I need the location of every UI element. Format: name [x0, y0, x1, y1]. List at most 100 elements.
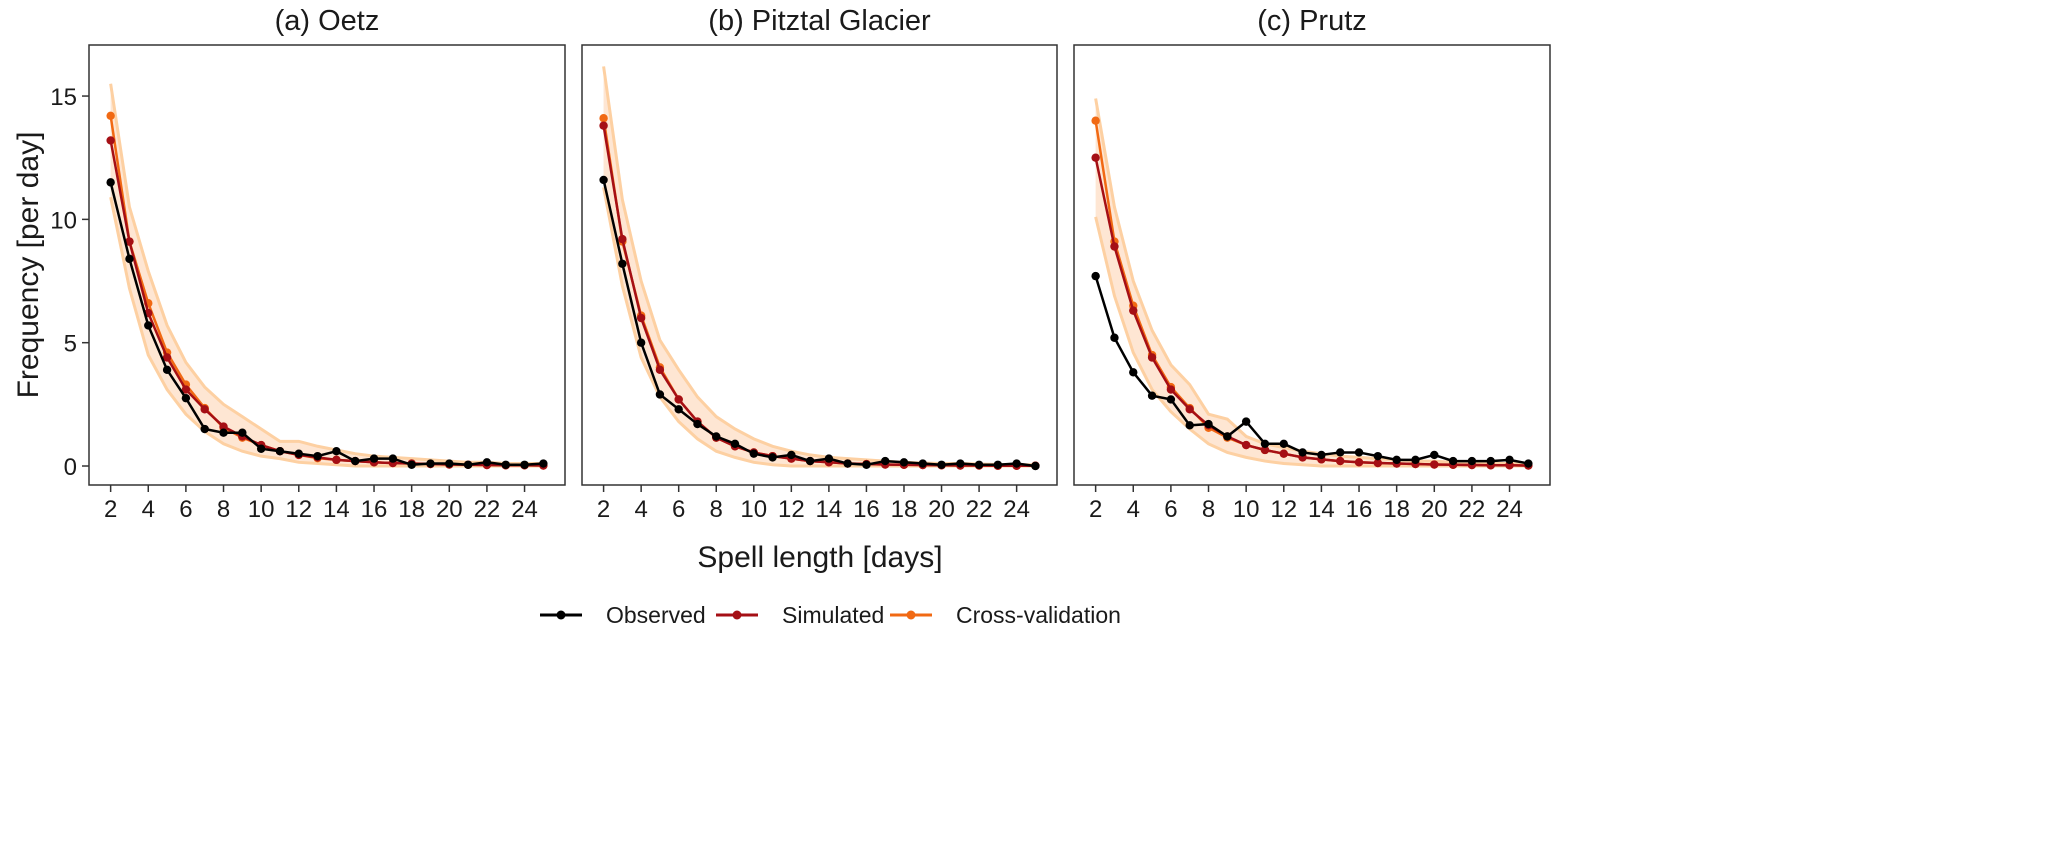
data-point: [200, 424, 209, 434]
legend-marker: [906, 610, 916, 620]
x-tick-label: 8: [710, 496, 723, 523]
series-line: [109, 115, 544, 467]
data-point: [712, 432, 721, 441]
data-point: [974, 460, 984, 469]
data-point: [1260, 439, 1270, 449]
x-tick-label: 10: [740, 496, 767, 523]
legend-marker: [732, 610, 742, 620]
data-point: [144, 321, 153, 330]
x-tick-label: 20: [436, 496, 463, 523]
data-point: [332, 447, 341, 456]
data-point: [1204, 419, 1213, 429]
series-line: [602, 179, 1036, 468]
x-tick-label: 12: [1270, 496, 1297, 523]
band-upper-line: [109, 83, 544, 466]
data-point: [1336, 456, 1345, 466]
series-cross-validation: [599, 114, 1040, 470]
x-tick-label: 16: [361, 496, 388, 523]
data-point: [768, 453, 777, 462]
panel-title: (a) Oetz: [275, 5, 380, 37]
data-point: [674, 395, 683, 404]
data-point: [805, 456, 815, 466]
series-line: [602, 125, 1036, 468]
data-point: [219, 422, 228, 431]
data-point: [1110, 242, 1119, 251]
data-point: [636, 338, 646, 347]
data-point: [787, 450, 796, 460]
data-point: [1411, 455, 1420, 465]
data-point: [275, 447, 285, 456]
data-point: [599, 175, 608, 185]
data-point: [313, 451, 322, 461]
x-tick-label: 4: [1127, 496, 1140, 523]
x-tick-label: 16: [1346, 496, 1373, 523]
data-point: [956, 459, 965, 468]
x-tick-label: 24: [1496, 496, 1523, 523]
series-line: [1094, 157, 1529, 467]
data-point: [1091, 153, 1100, 162]
data-point: [1486, 456, 1495, 466]
data-point: [332, 455, 341, 465]
data-point: [294, 449, 303, 458]
x-tick-label: 14: [323, 496, 350, 523]
uncertainty-band: [110, 83, 544, 467]
series-simulated: [1091, 153, 1533, 470]
y-tick-label: 10: [50, 207, 77, 234]
data-point: [1448, 456, 1458, 466]
legend-marker: [556, 610, 566, 620]
x-tick-label: 10: [248, 496, 275, 523]
band-lower-line: [1094, 216, 1529, 468]
data-point: [1147, 391, 1157, 400]
data-point: [219, 428, 228, 437]
data-point: [238, 428, 247, 437]
x-tick-label: 12: [778, 496, 805, 523]
data-point: [1467, 456, 1477, 466]
x-tick-label: 6: [1164, 496, 1177, 523]
data-point: [1091, 116, 1100, 125]
data-point: [106, 136, 115, 145]
data-point: [618, 259, 627, 268]
data-point: [369, 454, 379, 463]
band-upper-line: [1094, 98, 1529, 466]
data-point: [1354, 448, 1364, 457]
data-point: [599, 114, 608, 123]
y-axis-title: Frequency [per day]: [12, 132, 45, 399]
data-point: [1373, 458, 1383, 468]
x-tick-label: 24: [511, 496, 538, 523]
data-point: [520, 460, 529, 469]
data-point: [1091, 271, 1100, 281]
data-point: [1241, 440, 1251, 450]
data-point: [1129, 306, 1138, 315]
x-tick-label: 18: [891, 496, 918, 523]
data-point: [693, 419, 702, 429]
panel-border: [88, 44, 566, 486]
data-point: [1505, 455, 1514, 465]
series-observed: [599, 175, 1040, 471]
legend-item-cross-validation: Cross-validation: [890, 602, 1121, 628]
data-point: [1298, 448, 1307, 457]
x-tick-label: 12: [285, 496, 312, 523]
x-tick-label: 14: [816, 496, 843, 523]
x-tick-label: 2: [597, 496, 610, 523]
data-point: [125, 237, 134, 246]
panel-border: [581, 44, 1058, 486]
data-point: [674, 405, 683, 414]
legend-item-observed: Observed: [540, 602, 706, 628]
series-line: [109, 182, 544, 467]
panel-border: [1073, 44, 1551, 486]
data-point: [1524, 459, 1533, 468]
band-lower-line: [602, 187, 1036, 468]
data-point: [351, 456, 360, 466]
data-point: [125, 254, 134, 264]
data-point: [539, 459, 548, 468]
data-point: [181, 385, 191, 394]
x-tick-label: 18: [1383, 496, 1410, 523]
data-point: [407, 460, 416, 469]
data-point: [899, 458, 909, 467]
data-point: [881, 456, 890, 466]
x-tick-label: 20: [928, 496, 955, 523]
x-tick-label: 18: [398, 496, 425, 523]
data-point: [1279, 439, 1288, 449]
